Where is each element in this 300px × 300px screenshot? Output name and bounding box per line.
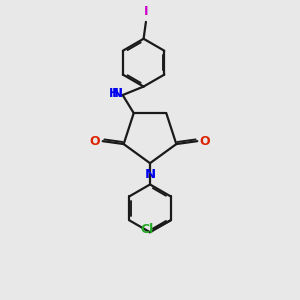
Text: H: H <box>109 87 119 100</box>
Text: N: N <box>112 86 123 100</box>
Text: O: O <box>90 135 101 148</box>
Text: I: I <box>144 5 148 18</box>
Text: N: N <box>144 168 156 181</box>
Text: Cl: Cl <box>141 223 154 236</box>
Text: O: O <box>200 135 210 148</box>
